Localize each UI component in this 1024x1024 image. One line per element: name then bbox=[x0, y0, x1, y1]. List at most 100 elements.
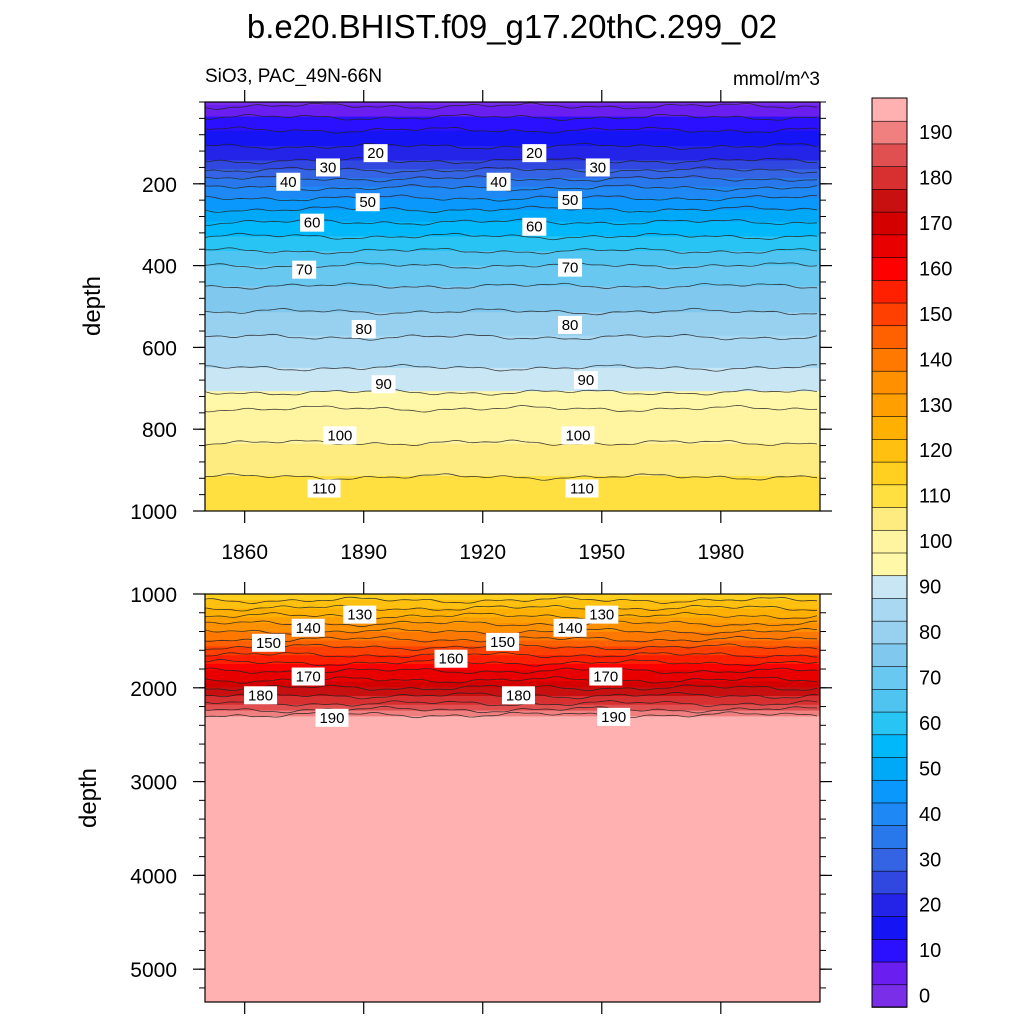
y-tick-label: 4000 bbox=[130, 865, 177, 888]
contour-band bbox=[205, 318, 820, 322]
contour-band bbox=[205, 932, 820, 936]
contour-band bbox=[205, 926, 820, 930]
lower-axes: 1000 2000 3000 4000 5000 bbox=[130, 582, 832, 1014]
contour-band bbox=[205, 180, 820, 185]
upper-axes: 200 400 600 800 1000 1860 1890 1920 1950 1980 bbox=[130, 90, 832, 564]
y-tick-label: 5000 bbox=[130, 959, 177, 982]
contour-band bbox=[205, 382, 820, 387]
contour-band bbox=[205, 617, 820, 622]
contour-band bbox=[205, 882, 820, 887]
contour-line-100 bbox=[205, 405, 818, 413]
contour-label: 100 bbox=[561, 426, 595, 445]
contour-label-text: 60 bbox=[526, 219, 543, 236]
upper-variable-label: SiO3, PAC_49N-66N bbox=[205, 66, 382, 87]
contour-line-155 bbox=[205, 651, 818, 659]
colorbar-swatch bbox=[871, 665, 908, 690]
contour-label: 60 bbox=[300, 213, 325, 232]
colorbar-label: 140 bbox=[919, 349, 952, 371]
colorbar-swatch bbox=[871, 870, 908, 895]
contour-band bbox=[205, 113, 820, 118]
colorbar-swatch bbox=[871, 643, 908, 667]
contour-label-text: 100 bbox=[327, 427, 352, 444]
colorbar-label: 150 bbox=[919, 304, 952, 326]
contour-band bbox=[205, 125, 820, 130]
contour-band bbox=[205, 248, 820, 252]
contour-band bbox=[205, 943, 820, 948]
contour-band bbox=[205, 663, 820, 668]
contour-label: 90 bbox=[371, 375, 396, 394]
contour-band bbox=[205, 602, 820, 607]
contour-band bbox=[205, 964, 820, 968]
upper-plot-frame bbox=[204, 101, 821, 512]
colorbar-swatch bbox=[871, 211, 908, 236]
contour-band bbox=[205, 502, 820, 506]
colorbar-label: 170 bbox=[919, 213, 952, 235]
contour-band bbox=[205, 661, 820, 665]
contour-band bbox=[205, 713, 820, 718]
colorbar-swatch bbox=[871, 393, 908, 417]
contour-label-text: 60 bbox=[304, 215, 321, 232]
contour-band bbox=[205, 821, 820, 826]
contour-band bbox=[205, 981, 820, 986]
contour-band bbox=[205, 148, 820, 153]
contour-band bbox=[205, 990, 820, 995]
colorbar-swatch bbox=[871, 461, 908, 486]
colorbar-swatch bbox=[871, 802, 908, 826]
contour-label-text: 170 bbox=[593, 669, 618, 686]
contour-band bbox=[205, 745, 820, 750]
contour-band bbox=[205, 245, 820, 249]
contour-label-text: 190 bbox=[601, 709, 626, 726]
contour-label: 170 bbox=[291, 667, 325, 686]
colorbar-label: 70 bbox=[919, 667, 941, 689]
contour-band bbox=[205, 929, 820, 933]
contour-band bbox=[205, 955, 820, 960]
contour-band bbox=[205, 666, 820, 671]
contour-band bbox=[205, 803, 820, 808]
colorbar-swatch bbox=[871, 915, 908, 940]
contour-label: 80 bbox=[351, 319, 376, 338]
contour-band bbox=[205, 399, 820, 404]
contour-band bbox=[205, 493, 820, 498]
contour-band bbox=[205, 987, 820, 992]
colorbar-label: 0 bbox=[919, 986, 930, 1008]
contour-band bbox=[205, 795, 820, 799]
contour-band bbox=[205, 122, 820, 127]
contour-band bbox=[205, 341, 820, 346]
contour-band bbox=[205, 443, 820, 448]
contour-band bbox=[205, 862, 820, 866]
colorbar-label: 180 bbox=[919, 168, 952, 190]
contour-band bbox=[205, 655, 820, 659]
colorbar-swatch bbox=[871, 165, 908, 190]
colorbar-swatch bbox=[871, 120, 908, 145]
contour-label: 110 bbox=[307, 479, 341, 498]
contour-band bbox=[205, 975, 820, 980]
colorbar-swatch bbox=[871, 188, 908, 213]
contour-band bbox=[205, 865, 820, 869]
contour-band bbox=[205, 426, 820, 430]
contour-band bbox=[205, 780, 820, 785]
contour-band bbox=[205, 288, 820, 293]
contour-line-130 bbox=[205, 612, 818, 620]
contour-band bbox=[205, 853, 820, 858]
colorbar-label: 120 bbox=[919, 440, 952, 462]
contour-band bbox=[205, 902, 820, 907]
contour-band bbox=[205, 786, 820, 791]
contour-band bbox=[205, 151, 820, 156]
contour-band bbox=[205, 362, 820, 366]
contour-band bbox=[205, 420, 820, 425]
contour-band bbox=[205, 283, 820, 287]
contour-band bbox=[205, 230, 820, 235]
contour-band bbox=[205, 835, 820, 840]
contour-band bbox=[205, 131, 820, 135]
contour-band bbox=[205, 599, 820, 604]
contour-line-50 bbox=[205, 205, 818, 213]
contour-band bbox=[205, 356, 820, 360]
contour-band bbox=[205, 277, 820, 282]
contour-band bbox=[205, 742, 820, 747]
contour-band bbox=[205, 344, 820, 349]
contour-band bbox=[205, 134, 820, 138]
x-tick-label: 1860 bbox=[221, 541, 268, 564]
contour-band bbox=[205, 894, 820, 898]
contour-band bbox=[205, 487, 820, 492]
colorbar-swatch bbox=[871, 893, 908, 917]
